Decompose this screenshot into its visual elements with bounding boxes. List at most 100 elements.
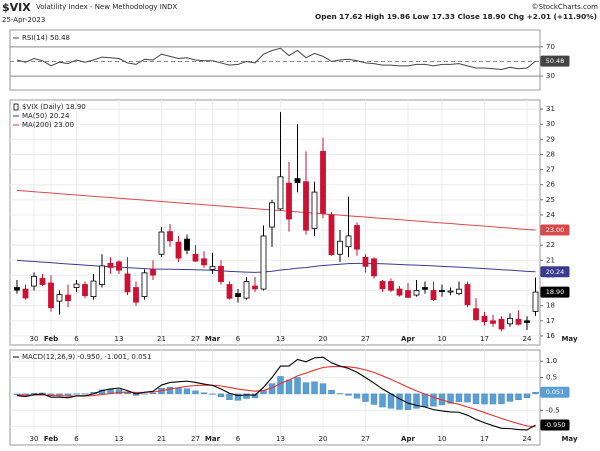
y-tick-label: 17 — [546, 317, 555, 325]
x-tick-label: 6 — [74, 335, 79, 343]
candle-body — [447, 290, 454, 293]
candle-body — [260, 235, 267, 290]
histogram-bar — [277, 376, 284, 395]
histogram-bar — [217, 393, 225, 398]
candle-body — [226, 284, 233, 299]
histogram-bar — [73, 393, 80, 395]
end-box — [540, 419, 570, 431]
candle-body — [48, 282, 54, 309]
x-tick-label: 27 — [361, 335, 370, 343]
x-tick-label: 21 — [157, 435, 166, 443]
histogram-bar — [302, 382, 310, 395]
histogram-bar — [336, 393, 344, 395]
end-box — [540, 55, 570, 67]
y-tick-label: 24 — [546, 211, 555, 219]
histogram-bar — [396, 393, 403, 410]
panel-frame — [9, 99, 541, 346]
candle-body — [201, 258, 207, 266]
histogram-bar — [328, 389, 335, 395]
histogram-bar — [489, 393, 497, 405]
candle-body — [158, 231, 165, 255]
histogram-bar — [234, 393, 242, 401]
candle-body — [116, 261, 122, 271]
candle-body — [286, 182, 292, 220]
end-box — [540, 266, 570, 278]
candle-body — [167, 231, 173, 242]
candle-body — [133, 287, 139, 303]
histogram-bar — [353, 393, 361, 399]
candle-body — [371, 258, 377, 277]
histogram-bar — [183, 388, 191, 395]
candle-body — [22, 288, 29, 299]
x-tick-label: 10 — [438, 435, 447, 443]
legend-entry: MACD(12,26,9) -0.950, -1.001, 0.051 — [22, 353, 151, 361]
end-box — [540, 286, 570, 298]
y-tick-label: 30 — [546, 72, 555, 80]
x-tick-label: 10 — [438, 335, 447, 343]
candle-body — [413, 290, 420, 296]
x-tick-label: May — [561, 335, 577, 343]
x-tick-label: 30 — [30, 335, 39, 343]
candle-body — [481, 315, 488, 322]
candle-body — [456, 288, 462, 294]
x-tick-label: 17 — [480, 335, 489, 343]
candle-body — [192, 253, 199, 262]
candle-body — [362, 256, 369, 267]
security-name: Volatility Index - New Methodology INDX — [36, 3, 177, 11]
candle-body — [532, 291, 539, 312]
histogram-bar — [481, 393, 488, 405]
candle-body — [90, 280, 97, 298]
line — [16, 365, 536, 428]
candle-body — [82, 284, 88, 297]
candle-body — [396, 288, 403, 296]
candle-body — [303, 181, 309, 231]
x-tick-label: 13 — [276, 335, 285, 343]
legend-swatch — [13, 103, 19, 111]
line — [16, 47, 536, 71]
histogram-bar — [200, 392, 208, 395]
x-tick-label: 24 — [523, 435, 532, 443]
y-tick-label: 29 — [546, 135, 555, 143]
histogram-bar — [115, 389, 123, 395]
histogram-bar — [413, 393, 420, 409]
x-tick-label: Mar — [205, 335, 221, 343]
candle-body — [328, 214, 335, 255]
histogram-bar — [13, 393, 21, 395]
histogram-bar — [141, 393, 148, 395]
candle-body — [379, 281, 386, 290]
x-tick-label: 6 — [236, 435, 241, 443]
histogram-bar — [532, 392, 539, 395]
histogram-bar — [311, 381, 318, 395]
y-tick-label: 25 — [546, 196, 555, 204]
histogram-bar — [345, 393, 352, 396]
end-box-label: 18.90 — [546, 288, 565, 296]
histogram-bar — [192, 390, 199, 395]
histogram-bar — [447, 393, 454, 404]
candle-body — [209, 266, 216, 270]
end-box-label: 23.00 — [546, 226, 565, 234]
legend-entry: $VIX (Daily) 18.90 — [22, 103, 86, 111]
candle-body — [124, 273, 131, 293]
y-tick-label: 27 — [546, 166, 555, 174]
histogram-bar — [464, 393, 471, 403]
candle-body — [31, 275, 37, 287]
histogram-bar — [498, 393, 505, 404]
histogram-bar — [30, 393, 38, 395]
x-tick-label: May — [561, 435, 577, 443]
credit: ©StockCharts.com — [532, 3, 599, 11]
histogram-bar — [506, 393, 514, 402]
legend-entry: MA(50) 20.24 — [22, 112, 70, 120]
candle-body — [65, 294, 71, 302]
histogram-bar — [124, 392, 131, 395]
x-tick-label: 13 — [115, 335, 124, 343]
x-tick-label: 24 — [523, 335, 532, 343]
candle-body — [243, 281, 250, 299]
x-tick-label: 27 — [361, 435, 370, 443]
histogram-bar — [379, 393, 386, 408]
candle-body — [73, 283, 80, 288]
histogram-bar — [370, 393, 378, 405]
line — [16, 356, 536, 431]
candle-body — [235, 293, 241, 298]
histogram-bar — [319, 383, 327, 395]
candle-body — [184, 238, 190, 251]
